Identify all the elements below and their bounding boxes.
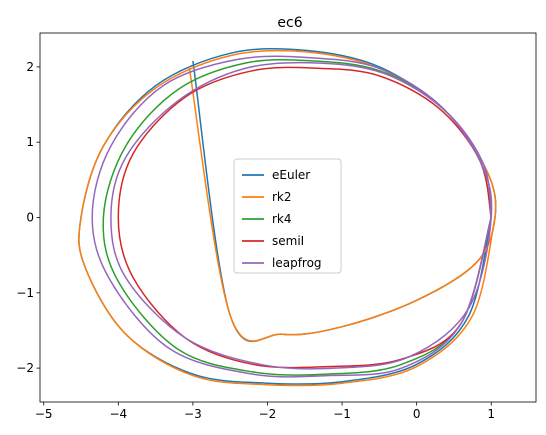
x-tick-label: −4 (109, 407, 127, 421)
y-tick-label: 2 (26, 60, 34, 74)
series-line-semiI (117, 66, 492, 369)
plot-area (78, 47, 497, 387)
x-tick-label: 0 (413, 407, 421, 421)
legend: eEuler rk2 rk4 semiI leapfrog (233, 158, 342, 274)
series-line-rk2 (78, 49, 497, 387)
legend-label-eEuler: eEuler (272, 168, 310, 182)
legend-label-leapfrog: leapfrog (272, 256, 322, 270)
chart-title: ec6 (277, 15, 302, 31)
x-tick-label: −3 (184, 407, 202, 421)
y-tick-label: 0 (26, 211, 34, 225)
y-tick-label: −1 (16, 286, 34, 300)
legend-label-semiI: semiI (272, 234, 304, 248)
series-line-leapfrog (91, 55, 493, 378)
y-tick-label: −2 (16, 361, 34, 375)
y-tick-label: 1 (26, 135, 34, 149)
x-tick-label: 1 (487, 407, 495, 421)
legend-box (233, 158, 342, 274)
x-tick-label: −1 (333, 407, 351, 421)
legend-label-rk4: rk4 (272, 212, 292, 226)
axes: −5 −4 −3 −2 −1 0 1 −2 −1 0 1 2 (16, 32, 537, 421)
series-line-rk4 (102, 58, 492, 376)
x-tick-label: −5 (35, 407, 53, 421)
legend-label-rk2: rk2 (272, 190, 292, 204)
x-tick-label: −2 (259, 407, 277, 421)
